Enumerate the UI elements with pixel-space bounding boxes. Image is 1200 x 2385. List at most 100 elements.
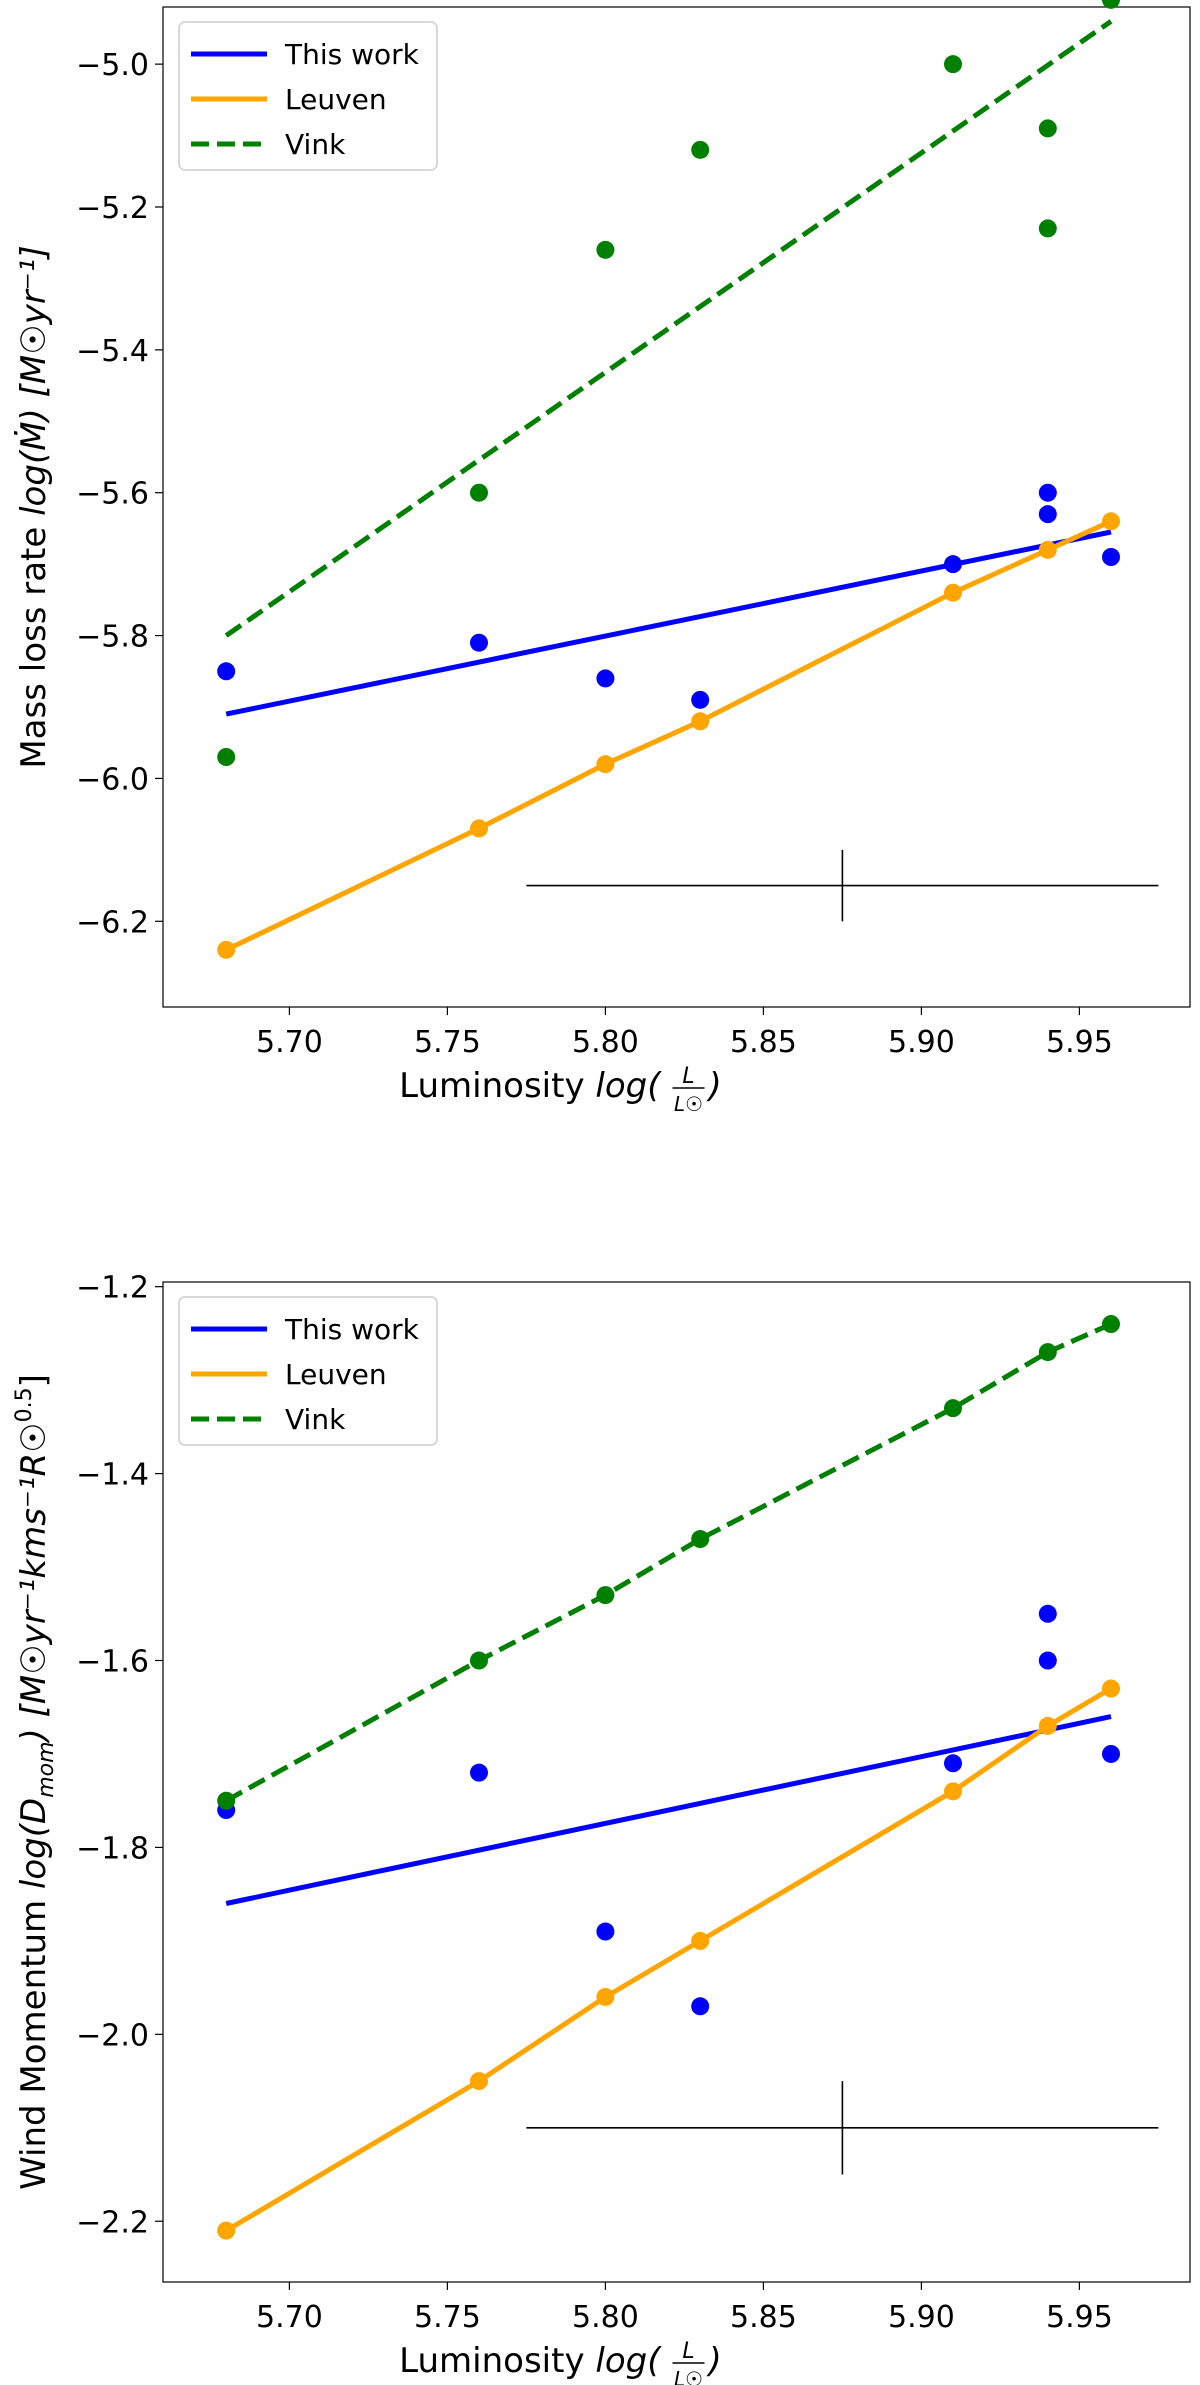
this-work-data-point (1102, 1744, 1120, 1763)
this-work-data-point (470, 633, 488, 652)
error-bar (526, 849, 1159, 922)
x-tick-label: 5.75 (414, 2300, 481, 2335)
this-work-data-point (470, 1763, 488, 1782)
x-tick-label: 5.85 (730, 1025, 797, 1060)
vink-data-point (1102, 1315, 1120, 1334)
this-work-fit-line (225, 1714, 1112, 1906)
x-axis-label: Luminosity log( L L☉) (399, 1064, 722, 1116)
y-axis-label: Wind Momentum log(Dmom) [M☉yr⁻¹kms⁻¹R☉0.… (12, 1374, 59, 2190)
leuven-data-point (217, 2221, 236, 2240)
x-tick-label: 5.95 (1046, 2300, 1113, 2335)
y-tick-label: −2.2 (76, 2205, 149, 2240)
this-work-fit-line (225, 529, 1112, 717)
leuven-data-point (691, 1931, 710, 1950)
plot-frame (162, 1281, 1191, 2283)
leuven-data-point (944, 583, 962, 602)
y-tick-label: −5.2 (76, 191, 149, 226)
vink-data-point (596, 240, 615, 259)
vink-data-point (1038, 119, 1057, 138)
x-tick-label: 5.90 (888, 1025, 955, 1060)
y-tick-label: −1.8 (76, 1831, 149, 1866)
this-work-data-point (1038, 505, 1057, 524)
leuven-data-point (596, 1987, 615, 2006)
legend-label-this-work: This work (284, 1313, 420, 1346)
x-axis-label-text: Luminosity log( (399, 2341, 662, 2381)
y-tick-label: −1.4 (76, 1458, 149, 1493)
this-work-data-point (691, 690, 710, 709)
leuven-data-point (596, 755, 615, 774)
vink-data-point (691, 140, 710, 159)
vink-data-point (691, 1530, 710, 1549)
x-axis-label-denominator: L☉ (674, 1092, 703, 1116)
leuven-data-point (217, 940, 236, 959)
this-work-data-point (1038, 1651, 1057, 1670)
legend-box (178, 21, 438, 171)
x-tick-label: 5.80 (572, 1025, 639, 1060)
this-work-data-point (596, 1922, 615, 1941)
legend: This work Leuven Vink (178, 1296, 438, 1446)
this-work-data-point (1038, 1604, 1057, 1623)
leuven-data-point (470, 2072, 488, 2091)
y-tick-label: −5.6 (76, 477, 149, 512)
this-work-data-point (944, 555, 962, 574)
y-tick-label: −6.0 (76, 762, 149, 797)
legend-box (178, 1296, 438, 1446)
x-axis-label-close: ) (706, 1066, 722, 1106)
vink-data-point (1038, 219, 1057, 238)
vink-data-point (217, 1791, 236, 1810)
x-axis-label-close: ) (706, 2341, 722, 2381)
leuven-data-point (1038, 1716, 1057, 1735)
vink-data-point (470, 1651, 488, 1670)
legend-label-vink: Vink (285, 1403, 346, 1436)
leuven-data-point (944, 1782, 962, 1801)
leuven-data-point (1102, 1679, 1120, 1698)
vink-fit-line (224, 19, 1113, 638)
x-tick-label: 5.70 (256, 1025, 323, 1060)
leuven-data-point (470, 819, 488, 838)
x-axis-label-denominator: L☉ (674, 2367, 703, 2385)
y-tick-label: −5.8 (76, 620, 149, 655)
wind-momentum-chart: 5.70 5.75 5.80 5.85 5.90 5.95 −2.2 −2.0 −1.8 −1.6… (12, 1271, 1191, 2385)
legend-label-vink: Vink (285, 128, 346, 161)
leuven-data-point (691, 712, 710, 731)
mass-loss-chart: 5.70 5.75 5.80 5.85 5.90 5.95 −6.2 −6.0 −5.8 −5.6… (14, 0, 1191, 1116)
plot-frame (162, 6, 1191, 1008)
vink-data-point (1102, 0, 1120, 9)
error-bar (526, 2081, 1159, 2175)
legend: This work Leuven Vink (178, 21, 438, 171)
vink-data-point (470, 483, 488, 502)
leuven-data-point (1038, 540, 1057, 559)
this-work-data-point (1102, 548, 1120, 566)
x-axis-label-text: Luminosity log( (399, 1066, 662, 1106)
x-tick-label: 5.90 (888, 2300, 955, 2335)
y-tick-label: −2.0 (76, 2018, 149, 2053)
x-axis-label: Luminosity log( L L☉) (399, 2339, 722, 2385)
y-tick-label: −1.6 (76, 1645, 149, 1680)
this-work-data-point (1038, 483, 1057, 502)
y-tick-label: −6.2 (76, 905, 149, 940)
x-tick-label: 5.75 (414, 1025, 481, 1060)
this-work-data-point (217, 662, 236, 681)
x-tick-label: 5.80 (572, 2300, 639, 2335)
x-tick-label: 5.95 (1046, 1025, 1113, 1060)
x-tick-label: 5.85 (730, 2300, 797, 2335)
vink-data-point (1038, 1343, 1057, 1362)
vink-data-point (217, 748, 236, 766)
this-work-data-point (944, 1754, 962, 1773)
y-tick-label: −5.0 (76, 48, 149, 83)
y-tick-label: −5.4 (76, 334, 149, 369)
leuven-data-point (1102, 512, 1120, 531)
this-work-data-point (596, 669, 615, 688)
x-axis-label-numerator: L (682, 1064, 694, 1089)
x-tick-label: 5.70 (256, 2300, 323, 2335)
x-axis-label-numerator: L (682, 2339, 694, 2364)
vink-data-point (944, 55, 962, 74)
legend-label-leuven: Leuven (285, 1358, 387, 1391)
legend-label-leuven: Leuven (285, 83, 387, 116)
this-work-data-point (691, 1997, 710, 2016)
y-tick-label: −1.2 (76, 1271, 149, 1306)
vink-data-point (944, 1399, 962, 1418)
legend-label-this-work: This work (284, 38, 420, 71)
y-axis-label: Mass loss rate log(Ṁ) [M☉yr⁻¹] (14, 245, 54, 768)
